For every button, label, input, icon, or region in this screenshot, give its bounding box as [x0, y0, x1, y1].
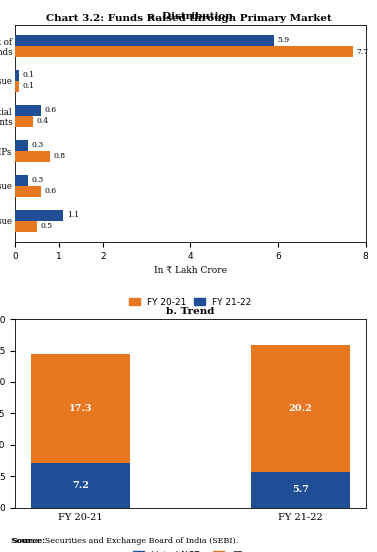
Bar — [15, 140, 28, 151]
Bar — [15, 81, 20, 92]
Bar — [15, 70, 20, 81]
Text: 0.6: 0.6 — [45, 188, 57, 195]
Text: 1.1: 1.1 — [67, 211, 79, 219]
Text: 0.3: 0.3 — [32, 176, 44, 184]
Bar — [15, 186, 41, 197]
Text: 0.6: 0.6 — [45, 107, 57, 114]
Text: 0.5: 0.5 — [40, 222, 53, 231]
X-axis label: In ₹ Lakh Crore: In ₹ Lakh Crore — [154, 266, 227, 275]
Text: 7.7: 7.7 — [356, 47, 368, 56]
Bar — [15, 174, 28, 186]
Legend: Listed NCDs, CPs: Listed NCDs, CPs — [133, 551, 247, 552]
Bar — [251, 472, 350, 508]
Bar — [15, 210, 63, 221]
Text: 0.8: 0.8 — [54, 152, 66, 161]
Text: 0.1: 0.1 — [23, 82, 35, 91]
Text: Chart 3.2: Funds Raised through Primary Market: Chart 3.2: Funds Raised through Primary … — [46, 14, 331, 23]
Bar — [15, 116, 32, 127]
Text: 5.9: 5.9 — [277, 36, 289, 44]
Bar — [15, 221, 37, 232]
Title: a. Distribution: a. Distribution — [148, 12, 233, 22]
Text: 5.7: 5.7 — [292, 485, 309, 495]
Text: 7.2: 7.2 — [72, 481, 89, 490]
Bar — [15, 35, 274, 46]
Bar — [15, 151, 50, 162]
Bar — [15, 105, 41, 116]
Bar — [31, 463, 130, 508]
Text: 0.4: 0.4 — [36, 118, 48, 125]
Text: 0.1: 0.1 — [23, 71, 35, 79]
Bar — [15, 46, 352, 57]
Text: Source: Securities and Exchange Board of India (SEBI).: Source: Securities and Exchange Board of… — [11, 538, 239, 545]
Text: 0.3: 0.3 — [32, 141, 44, 149]
Text: Source:: Source: — [11, 538, 46, 545]
Text: 17.3: 17.3 — [69, 404, 92, 412]
Text: 20.2: 20.2 — [288, 404, 312, 413]
Title: b. Trend: b. Trend — [166, 306, 215, 316]
Legend: FY 20-21, FY 21-22: FY 20-21, FY 21-22 — [129, 298, 251, 307]
Bar — [251, 345, 350, 472]
Bar — [31, 354, 130, 463]
